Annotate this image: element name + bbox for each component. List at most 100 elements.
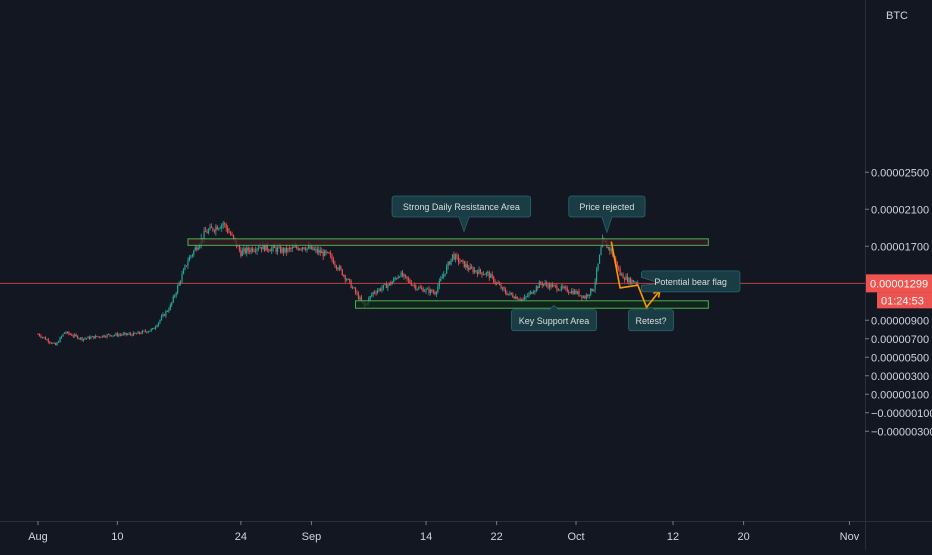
candle-body: [522, 299, 524, 301]
price-tick-label: 0.00001700: [871, 241, 929, 253]
candle-body: [203, 230, 205, 240]
candle-body: [478, 269, 480, 275]
candle-body: [550, 283, 552, 288]
time-axis[interactable]: Aug 10 24 Sep 14 22 Oct 12 20 Nov: [28, 521, 860, 543]
candle-body: [94, 335, 96, 339]
support-zone[interactable]: [355, 300, 709, 309]
candle-body: [331, 255, 333, 260]
candle-body: [500, 284, 502, 289]
candle-body: [343, 275, 345, 276]
candle-body: [547, 284, 549, 288]
candle-body: [435, 291, 437, 295]
candle-body: [152, 328, 154, 330]
candle-body: [357, 293, 360, 300]
candle-body: [44, 337, 46, 340]
current-price-badge: 0.00001299 01:24:53: [866, 274, 932, 309]
callout[interactable]: Retest?: [628, 306, 674, 332]
candle-body: [287, 248, 289, 252]
time-tick-label: Sep: [302, 531, 322, 543]
candle-body: [57, 342, 60, 343]
candle-body: [93, 336, 95, 339]
candle-body: [484, 274, 486, 276]
candle-body: [354, 288, 357, 293]
callout[interactable]: Key Support Area: [510, 304, 597, 332]
current-price-badge-bg: [866, 274, 932, 293]
candle-body: [302, 247, 304, 249]
candle-body: [449, 261, 451, 265]
candle-body: [277, 247, 279, 252]
callout-box: [391, 195, 532, 233]
candle-body: [246, 247, 248, 253]
candle-body: [300, 248, 302, 250]
candle-body: [490, 274, 492, 278]
candle-body: [53, 342, 55, 344]
candle-body: [266, 244, 268, 250]
candle-body: [143, 330, 145, 332]
candle-body: [346, 279, 348, 281]
candle-body: [254, 250, 257, 252]
candle-body: [541, 283, 543, 286]
countdown-value: 01:24:53: [881, 295, 924, 307]
candle-body: [149, 330, 151, 332]
candle-body: [144, 330, 146, 332]
candle-body: [413, 285, 415, 287]
candle-body: [38, 334, 41, 336]
candle-body: [212, 227, 214, 231]
candle-body: [371, 294, 373, 297]
candle-body: [585, 294, 587, 299]
resistance-zone[interactable]: [187, 238, 709, 246]
candle-body: [503, 287, 505, 290]
candle-body: [553, 284, 555, 286]
time-tick-label: 12: [667, 531, 679, 543]
price-tick-label: 0.00000300: [871, 371, 929, 383]
candle-body: [213, 230, 215, 232]
callout[interactable]: Price rejected: [568, 195, 646, 234]
candle-body: [444, 273, 446, 275]
candle-body: [282, 248, 285, 253]
time-tick-label: Aug: [28, 531, 48, 543]
candle-body: [107, 334, 110, 336]
candle-body: [237, 245, 239, 247]
candle-body: [290, 248, 292, 250]
candle-body: [626, 276, 629, 283]
candle-body: [232, 234, 235, 238]
candle-body: [396, 278, 398, 280]
countdown-badge-bg: [877, 292, 932, 309]
candle-body: [335, 265, 338, 269]
callout-box: [641, 270, 741, 293]
currency-label: BTC: [886, 10, 908, 22]
candle-body: [90, 337, 92, 339]
candle-body: [579, 295, 582, 297]
candle-body: [135, 333, 138, 335]
candle-body: [401, 272, 404, 277]
candle-body: [519, 299, 521, 301]
candle-body: [285, 247, 288, 252]
candle-body: [219, 227, 221, 229]
price-tick-label: 0.00000700: [871, 334, 929, 346]
candle-body: [404, 274, 407, 277]
callout-text: Key Support Area: [519, 316, 590, 326]
projection-path[interactable]: [610, 241, 661, 309]
candle-body: [591, 288, 593, 292]
candle-body: [465, 264, 467, 268]
price-axis[interactable]: 0.00002500 0.00002100 0.00001700 0.00000900…: [865, 167, 932, 438]
candle-body: [309, 245, 311, 249]
candle-body: [131, 334, 133, 336]
callout[interactable]: Potential bear flag: [641, 270, 741, 293]
candle-body: [619, 269, 621, 275]
candle-body: [379, 288, 382, 291]
candle-body: [181, 274, 183, 282]
candle-body: [454, 254, 457, 260]
candle-body: [55, 343, 57, 346]
candle-body: [274, 245, 276, 248]
callout[interactable]: Strong Daily Resistance Area: [391, 195, 532, 233]
candle-body: [269, 250, 271, 252]
candle-body: [469, 266, 471, 270]
candle-body: [572, 290, 574, 295]
candle-body: [279, 246, 282, 253]
candle-body: [81, 337, 83, 341]
candle-body: [569, 292, 571, 294]
candle-body: [594, 281, 596, 290]
